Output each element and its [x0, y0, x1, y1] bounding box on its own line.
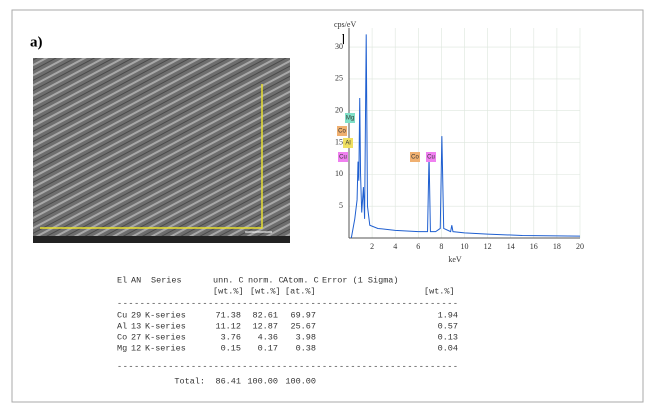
- table-cell: K-series: [145, 321, 186, 331]
- table-unit: [wt.%]: [213, 286, 244, 296]
- sem-image: [33, 58, 290, 243]
- x-tick-label: 8: [439, 242, 443, 251]
- table-header: Series: [151, 275, 182, 285]
- table-cell: Cu: [117, 310, 127, 320]
- peak-label: Co: [338, 129, 346, 135]
- x-tick-label: 14: [507, 242, 515, 251]
- peak-label-box: [337, 126, 347, 136]
- table-cell: 13: [131, 321, 141, 331]
- x-tick-label: 2: [370, 242, 374, 251]
- y-axis-label: cps/eV: [334, 20, 356, 29]
- table-cell: Mg: [117, 343, 127, 353]
- table-header: unn. C: [213, 275, 244, 285]
- table-separator: ----------------------------------------…: [117, 361, 458, 371]
- table-cell: 0.15: [221, 343, 241, 353]
- table-cell: 1.94: [438, 310, 458, 320]
- x-tick-label: 10: [461, 242, 469, 251]
- table-cell: 0.04: [438, 343, 458, 353]
- table-separator: ----------------------------------------…: [117, 298, 458, 308]
- table-cell: 3.98: [296, 332, 316, 342]
- y-tick-label: 30: [335, 42, 343, 51]
- table-total: 100.00: [285, 376, 316, 386]
- x-axis-label: keV: [448, 255, 462, 264]
- table-cell: 12: [131, 343, 141, 353]
- x-tick-label: 18: [553, 242, 561, 251]
- table-cell: 71.38: [215, 310, 241, 320]
- peak-label-box: [345, 113, 355, 123]
- x-tick-label: 12: [484, 242, 492, 251]
- x-tick-label: 6: [416, 242, 420, 251]
- panel-label: a): [30, 34, 43, 50]
- table-header: Atom. C: [283, 275, 319, 285]
- table-cell: 4.36: [258, 332, 278, 342]
- table-header: Error (1 Sigma): [322, 275, 399, 285]
- peak-label-box: [410, 152, 420, 162]
- table-cell: 0.17: [258, 343, 278, 353]
- table-cell: K-series: [145, 343, 186, 353]
- table-cell: 0.38: [296, 343, 316, 353]
- peak-label: Co: [411, 155, 419, 161]
- table-unit: [wt.%]: [250, 286, 281, 296]
- table-cell: 29: [131, 310, 141, 320]
- table-cell: 69.97: [290, 310, 316, 320]
- peak-label-box: [426, 152, 436, 162]
- peak-label-box: [338, 152, 348, 162]
- table-cell: 27: [131, 332, 141, 342]
- table-cell: K-series: [145, 332, 186, 342]
- table-cell: 12.87: [252, 321, 278, 331]
- y-tick-label: 15: [335, 137, 343, 146]
- x-tick-label: 4: [393, 242, 397, 251]
- table-total: Total:: [174, 376, 205, 386]
- table-total: 86.41: [215, 376, 241, 386]
- y-tick-label: 20: [335, 106, 343, 115]
- table-cell: Co: [117, 332, 127, 342]
- peak-label-box: [343, 138, 353, 148]
- table-cell: 0.57: [438, 321, 458, 331]
- peak-label: Cu: [427, 155, 435, 161]
- peak-label: Cu: [339, 155, 347, 161]
- table-cell: Al: [117, 321, 127, 331]
- spectrum-line: [350, 34, 581, 239]
- table-header: El: [117, 275, 127, 285]
- table-unit: [at.%]: [285, 286, 316, 296]
- y-tick-label: 10: [335, 169, 343, 178]
- table-header: AN: [131, 275, 141, 285]
- table-header: norm. C: [248, 275, 284, 285]
- table-cell: 3.76: [221, 332, 241, 342]
- x-tick-label: 16: [530, 242, 538, 251]
- plot-area: [344, 28, 580, 240]
- table-cell: 11.12: [215, 321, 241, 331]
- table-cell: 82.61: [252, 310, 278, 320]
- y-tick-label: 5: [339, 201, 343, 210]
- table-total: 100.00: [247, 376, 278, 386]
- table-cell: 0.13: [438, 332, 458, 342]
- table-cell: K-series: [145, 310, 186, 320]
- table-unit: [wt.%]: [424, 286, 455, 296]
- peak-label: Mg: [346, 116, 354, 122]
- table-cell: 25.67: [290, 321, 316, 331]
- y-tick-label: 25: [335, 74, 343, 83]
- x-tick-label: 20: [576, 242, 584, 251]
- peak-label: Al: [345, 141, 350, 147]
